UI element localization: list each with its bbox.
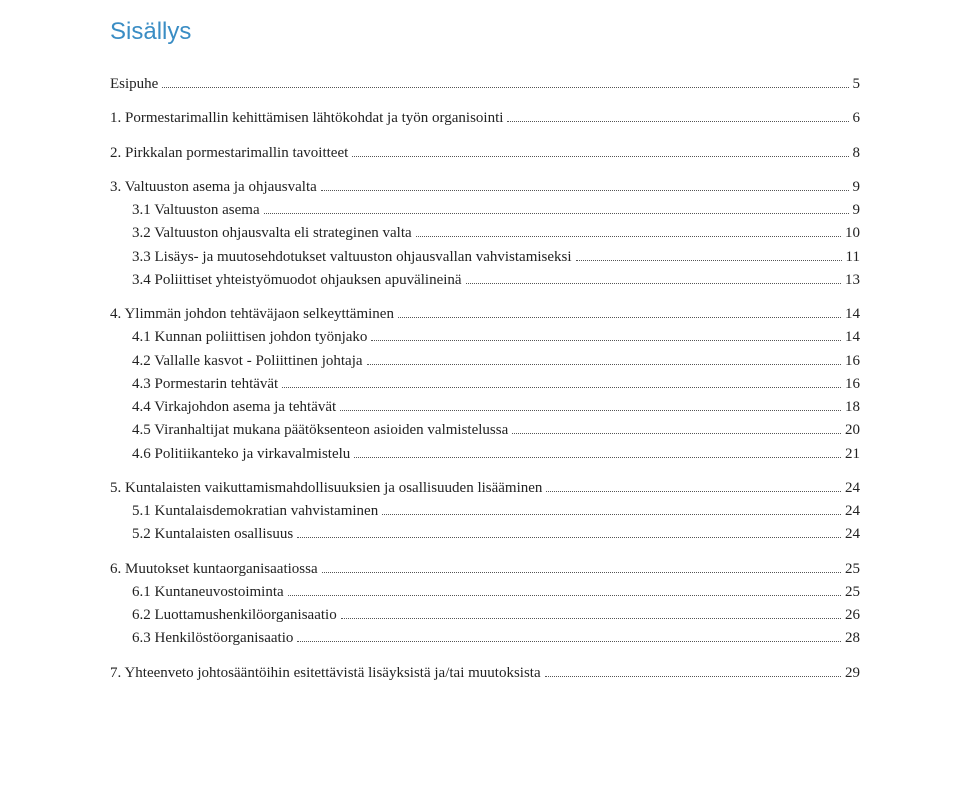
toc-dot-leader xyxy=(297,537,841,538)
toc-dot-leader xyxy=(546,491,841,492)
toc-dot-leader xyxy=(416,236,841,237)
toc-entry-label: 1. Pormestarimallin kehittämisen lähtöko… xyxy=(110,108,503,128)
toc-entry-label: 6.3 Henkilöstöorganisaatio xyxy=(132,628,293,648)
toc-entry: 4. Ylimmän johdon tehtäväjaon selkeyttäm… xyxy=(110,304,860,324)
toc-entry-label: 4.6 Politiikanteko ja virkavalmistelu xyxy=(132,444,350,464)
toc-dot-leader xyxy=(354,457,841,458)
toc-entry: 6.1 Kuntaneuvostoiminta 25 xyxy=(110,582,860,602)
toc-entry-page: 21 xyxy=(845,444,860,464)
toc-entry: 4.3 Pormestarin tehtävät 16 xyxy=(110,374,860,394)
toc-entry-label: 5.2 Kuntalaisten osallisuus xyxy=(132,524,293,544)
toc-entry: 7. Yhteenveto johtosääntöihin esitettävi… xyxy=(110,663,860,683)
toc-entry-label: 3. Valtuuston asema ja ohjausvalta xyxy=(110,177,317,197)
toc-dot-leader xyxy=(398,317,841,318)
toc-entry-label: 6. Muutokset kuntaorganisaatiossa xyxy=(110,559,318,579)
toc-dot-leader xyxy=(371,340,841,341)
toc-entry-page: 26 xyxy=(845,605,860,625)
toc-entry-label: 6.1 Kuntaneuvostoiminta xyxy=(132,582,284,602)
toc-entry: 4.1 Kunnan poliittisen johdon työnjako 14 xyxy=(110,327,860,347)
toc-entry-label: 5.1 Kuntalaisdemokratian vahvistaminen xyxy=(132,501,378,521)
toc-entry: 3.1 Valtuuston asema 9 xyxy=(110,200,860,220)
toc-entry: 4.4 Virkajohdon asema ja tehtävät 18 xyxy=(110,397,860,417)
toc-entry: 4.5 Viranhaltijat mukana päätöksenteon a… xyxy=(110,420,860,440)
toc-dot-leader xyxy=(340,410,841,411)
toc-dot-leader xyxy=(321,190,849,191)
toc-title: Sisällys xyxy=(110,18,860,46)
toc-entry: 4.2 Vallalle kasvot - Poliittinen johtaj… xyxy=(110,351,860,371)
toc-entry: 3.2 Valtuuston ohjausvalta eli strategin… xyxy=(110,223,860,243)
toc-entry: 5. Kuntalaisten vaikuttamismahdollisuuks… xyxy=(110,478,860,498)
toc-dot-leader xyxy=(297,641,841,642)
toc-entry-label: 5. Kuntalaisten vaikuttamismahdollisuuks… xyxy=(110,478,542,498)
toc-entry: 4.6 Politiikanteko ja virkavalmistelu 21 xyxy=(110,444,860,464)
toc-entry-label: 2. Pirkkalan pormestarimallin tavoitteet xyxy=(110,143,348,163)
toc-dot-leader xyxy=(341,618,841,619)
toc-entry-label: 4.1 Kunnan poliittisen johdon työnjako xyxy=(132,327,367,347)
toc-entry-label: 4.5 Viranhaltijat mukana päätöksenteon a… xyxy=(132,420,508,440)
toc-entry-label: 4.4 Virkajohdon asema ja tehtävät xyxy=(132,397,336,417)
toc-dot-leader xyxy=(264,213,849,214)
toc-entry-page: 6 xyxy=(853,108,861,128)
toc-entry: 6. Muutokset kuntaorganisaatiossa 25 xyxy=(110,559,860,579)
toc-entry-page: 9 xyxy=(853,200,861,220)
toc-entry-page: 14 xyxy=(845,304,860,324)
toc-entry-label: 3.2 Valtuuston ohjausvalta eli strategin… xyxy=(132,223,412,243)
toc-entry-label: 6.2 Luottamushenkilöorganisaatio xyxy=(132,605,337,625)
toc-dot-leader xyxy=(512,433,841,434)
toc-entry: 3. Valtuuston asema ja ohjausvalta 9 xyxy=(110,177,860,197)
toc-entry-label: 4. Ylimmän johdon tehtäväjaon selkeyttäm… xyxy=(110,304,394,324)
toc-entry: 5.1 Kuntalaisdemokratian vahvistaminen 24 xyxy=(110,501,860,521)
toc-list: Esipuhe 5 1. Pormestarimallin kehittämisen… xyxy=(110,74,860,683)
toc-entry: 3.3 Lisäys- ja muutosehdotukset valtuust… xyxy=(110,247,860,267)
toc-entry: 6.3 Henkilöstöorganisaatio 28 xyxy=(110,628,860,648)
toc-entry-page: 18 xyxy=(845,397,860,417)
toc-entry-page: 28 xyxy=(845,628,860,648)
toc-entry-label: 7. Yhteenveto johtosääntöihin esitettävi… xyxy=(110,663,541,683)
toc-entry-label: 4.2 Vallalle kasvot - Poliittinen johtaj… xyxy=(132,351,363,371)
toc-entry-page: 25 xyxy=(845,559,860,579)
toc-entry-page: 29 xyxy=(845,663,860,683)
toc-dot-leader xyxy=(162,87,848,88)
toc-dot-leader xyxy=(466,283,841,284)
toc-entry-page: 16 xyxy=(845,374,860,394)
toc-dot-leader xyxy=(367,364,841,365)
toc-entry-page: 16 xyxy=(845,351,860,371)
toc-dot-leader xyxy=(352,156,848,157)
toc-entry-page: 24 xyxy=(845,501,860,521)
toc-entry: Esipuhe 5 xyxy=(110,74,860,94)
toc-entry-page: 20 xyxy=(845,420,860,440)
toc-entry-label: 3.1 Valtuuston asema xyxy=(132,200,260,220)
toc-entry-page: 13 xyxy=(845,270,860,290)
toc-entry-page: 24 xyxy=(845,524,860,544)
toc-entry-page: 10 xyxy=(845,223,860,243)
toc-dot-leader xyxy=(576,260,842,261)
toc-dot-leader xyxy=(288,595,841,596)
toc-entry-label: 3.3 Lisäys- ja muutosehdotukset valtuust… xyxy=(132,247,572,267)
toc-dot-leader xyxy=(322,572,841,573)
toc-dot-leader xyxy=(545,676,841,677)
toc-entry-page: 9 xyxy=(853,177,861,197)
toc-entry-page: 8 xyxy=(853,143,861,163)
toc-entry-page: 24 xyxy=(845,478,860,498)
toc-entry: 3.4 Poliittiset yhteistyömuodot ohjaukse… xyxy=(110,270,860,290)
toc-entry-label: Esipuhe xyxy=(110,74,158,94)
toc-entry: 5.2 Kuntalaisten osallisuus 24 xyxy=(110,524,860,544)
toc-entry-page: 11 xyxy=(846,247,860,267)
toc-entry: 2. Pirkkalan pormestarimallin tavoitteet… xyxy=(110,143,860,163)
toc-entry-page: 25 xyxy=(845,582,860,602)
toc-entry-page: 14 xyxy=(845,327,860,347)
toc-entry-label: 3.4 Poliittiset yhteistyömuodot ohjaukse… xyxy=(132,270,462,290)
toc-entry-label: 4.3 Pormestarin tehtävät xyxy=(132,374,278,394)
toc-dot-leader xyxy=(382,514,841,515)
toc-dot-leader xyxy=(282,387,841,388)
toc-entry-page: 5 xyxy=(853,74,861,94)
toc-entry: 1. Pormestarimallin kehittämisen lähtöko… xyxy=(110,108,860,128)
toc-dot-leader xyxy=(507,121,848,122)
page: Sisällys Esipuhe 5 1. Pormestarimallin keh… xyxy=(0,0,960,706)
toc-entry: 6.2 Luottamushenkilöorganisaatio 26 xyxy=(110,605,860,625)
